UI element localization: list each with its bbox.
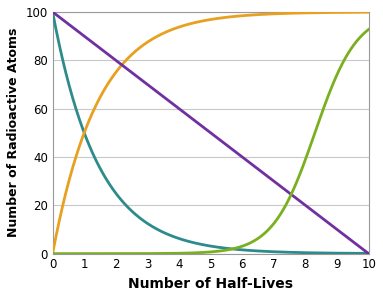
Y-axis label: Number of Radioactive Atoms: Number of Radioactive Atoms xyxy=(7,28,20,238)
X-axis label: Number of Half-Lives: Number of Half-Lives xyxy=(128,277,293,291)
